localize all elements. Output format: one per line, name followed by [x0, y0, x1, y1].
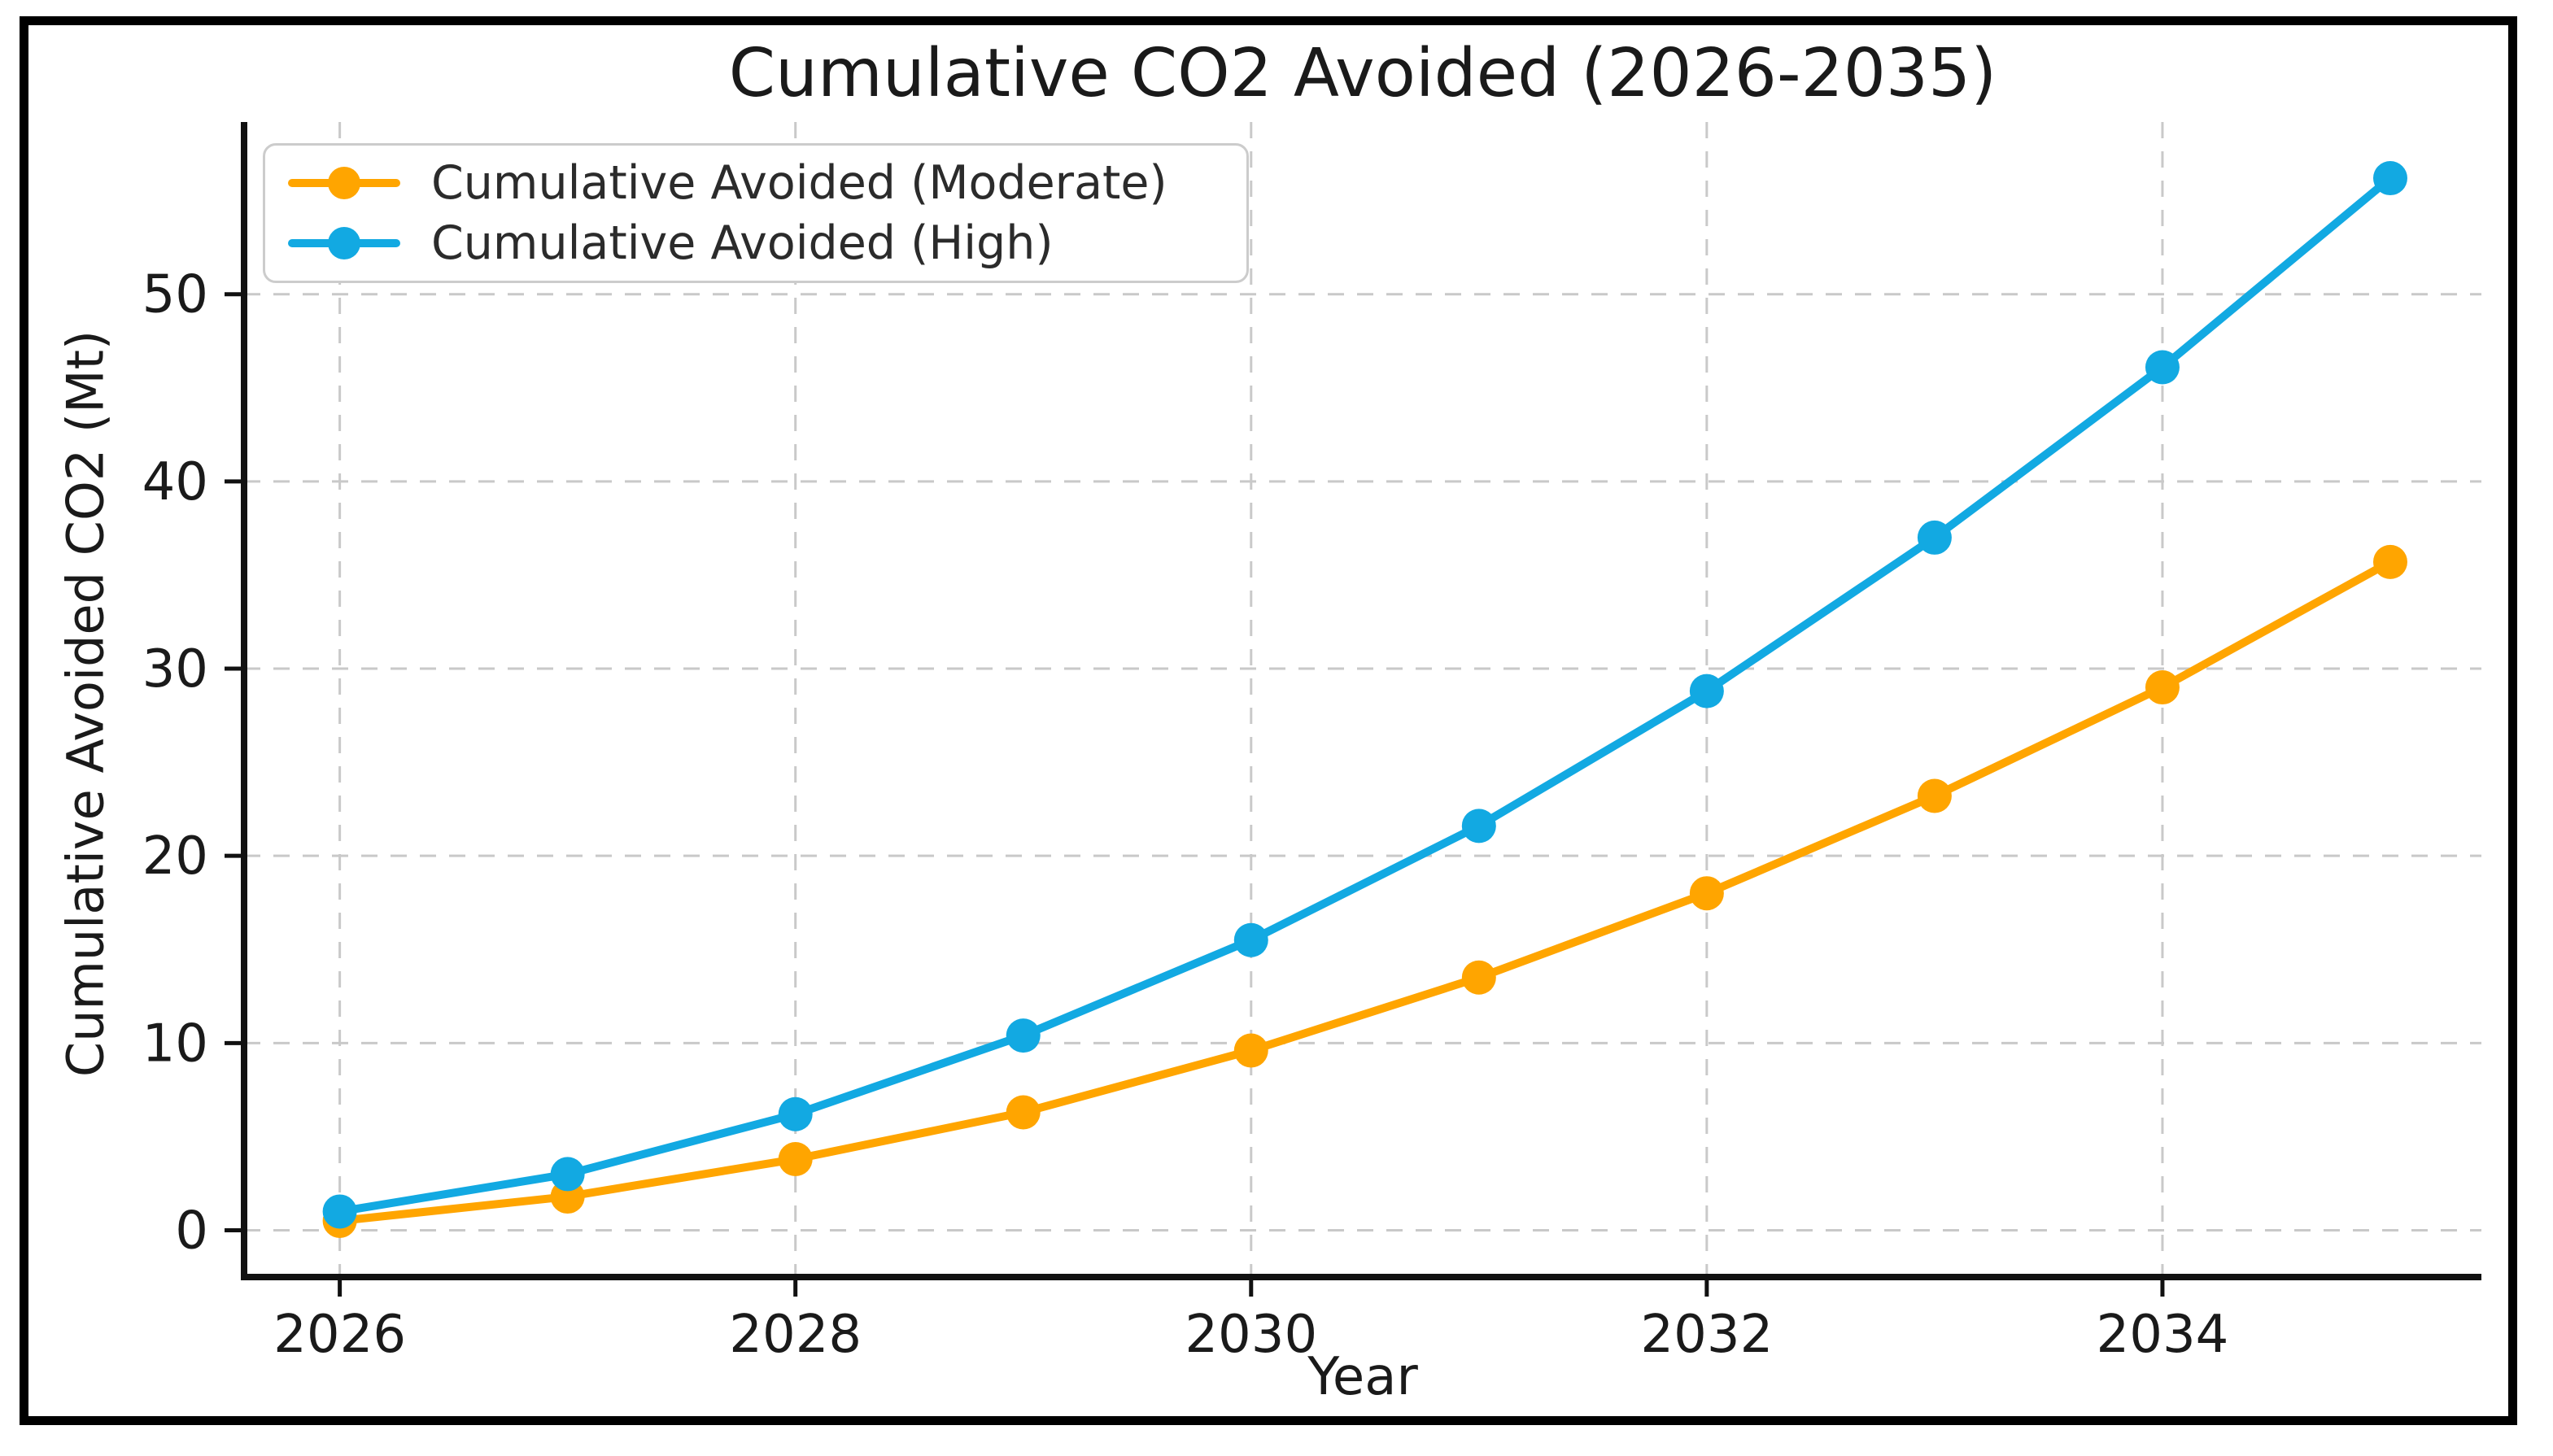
y-tick-label: 0 [175, 1201, 208, 1261]
data-point-cumulative-avoided-high [322, 1194, 357, 1229]
data-point-cumulative-avoided-high [2145, 350, 2180, 385]
y-axis-label: Cumulative Avoided CO2 (Mt) [55, 329, 116, 1078]
data-point-cumulative-avoided-high [2372, 161, 2407, 196]
legend-line-marker-icon [288, 225, 400, 261]
data-point-cumulative-avoided-high [778, 1096, 813, 1131]
data-point-cumulative-avoided-high [1461, 809, 1496, 844]
x-tick-label: 2028 [729, 1305, 862, 1365]
legend-label-moderate: Cumulative Avoided (Moderate) [431, 156, 1167, 211]
x-tick-label: 2030 [1185, 1305, 1317, 1365]
data-point-cumulative-avoided-high [1689, 674, 1724, 708]
data-point-cumulative-avoided-high [1006, 1018, 1041, 1053]
x-tick-label: 2032 [1640, 1305, 1773, 1365]
y-tick-label: 20 [142, 826, 208, 887]
chart-title: Cumulative CO2 Avoided (2026-2035) [728, 35, 1997, 112]
x-axis-label: Year [1307, 1347, 1418, 1407]
y-tick-label: 30 [142, 639, 208, 700]
data-point-cumulative-avoided-high [550, 1157, 585, 1192]
legend: Cumulative Avoided (Moderate) Cumulative… [263, 143, 1249, 283]
x-tick-label: 2026 [273, 1305, 406, 1365]
data-point-cumulative-avoided-moderate [1917, 778, 1952, 813]
legend-item-moderate: Cumulative Avoided (Moderate) [288, 156, 1224, 210]
data-point-cumulative-avoided-high [1917, 520, 1952, 555]
data-point-cumulative-avoided-moderate [2372, 544, 2407, 579]
data-point-cumulative-avoided-moderate [1461, 960, 1496, 995]
data-point-cumulative-avoided-moderate [2145, 670, 2180, 705]
data-point-cumulative-avoided-moderate [778, 1142, 813, 1177]
data-point-cumulative-avoided-high [1233, 922, 1268, 957]
legend-item-high: Cumulative Avoided (High) [288, 216, 1224, 270]
data-point-cumulative-avoided-moderate [1006, 1095, 1041, 1130]
y-tick-label: 40 [142, 452, 208, 512]
data-point-cumulative-avoided-moderate [1689, 876, 1724, 911]
legend-label-high: Cumulative Avoided (High) [431, 216, 1054, 270]
legend-line-marker-icon [288, 165, 400, 201]
y-tick-label: 10 [142, 1014, 208, 1074]
y-tick-label: 50 [142, 265, 208, 325]
x-tick-label: 2034 [2097, 1305, 2229, 1365]
data-point-cumulative-avoided-moderate [1233, 1033, 1268, 1068]
series-line-cumulative-avoided-high [335, 174, 2394, 1216]
series-line-cumulative-avoided-moderate [335, 557, 2394, 1225]
